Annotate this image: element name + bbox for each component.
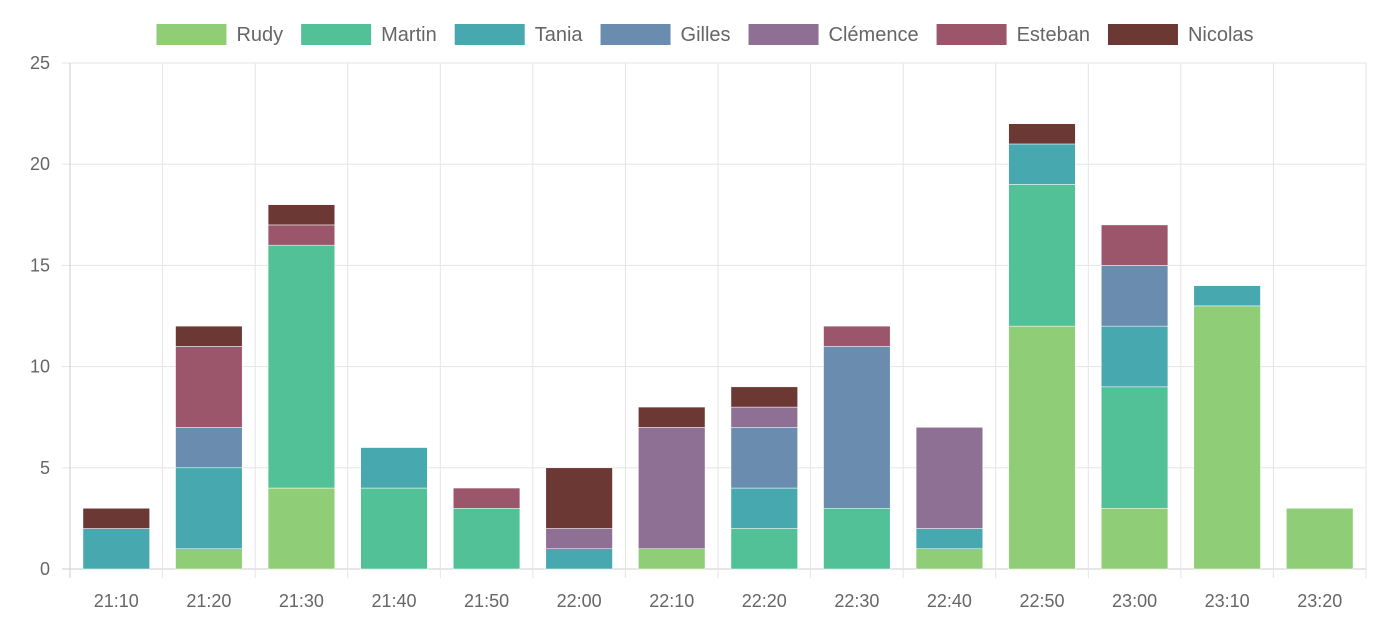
bar-segment-martin	[452, 508, 521, 570]
legend-label: Gilles	[681, 24, 731, 46]
legend-label: Esteban	[1017, 24, 1090, 46]
bar-segment-nicolas	[545, 467, 613, 529]
x-axis-ticks: 21:10 21:20 21:30 21:40 21:50 22:00 22:10 22:20…	[94, 591, 1342, 611]
bar-segment-clemence	[915, 427, 984, 529]
legend: Rudy Martin Tania Gilles Clémence Esteban Nico…	[156, 24, 1254, 46]
bar-segment-esteban	[175, 346, 243, 428]
bar-segment-rudy	[638, 548, 706, 570]
legend-label: Martin	[381, 24, 437, 46]
bar-segment-esteban	[1100, 224, 1169, 266]
x-tick-label: 21:40	[371, 591, 416, 611]
y-axis-ticks: 0 5 10 15 20 25	[30, 53, 50, 579]
legend-item[interactable]: Rudy	[156, 24, 283, 46]
bar-segment-tania	[175, 467, 243, 550]
bar-segment-rudy	[175, 548, 243, 570]
bar-segment-rudy	[915, 548, 984, 570]
y-tick-label: 25	[30, 53, 50, 73]
legend-swatch	[454, 24, 525, 45]
legend-item[interactable]: Gilles	[600, 24, 731, 46]
x-tick-label: 21:30	[279, 591, 324, 611]
bar-segment-martin	[1100, 386, 1169, 509]
x-tick-label: 22:20	[742, 591, 787, 611]
bar-segment-rudy	[1100, 508, 1169, 570]
x-tick-label: 22:10	[649, 591, 694, 611]
y-tick-label: 20	[30, 154, 50, 174]
y-tick-label: 0	[40, 559, 50, 579]
bar-segment-rudy	[1193, 305, 1261, 570]
bar-segment-martin	[823, 508, 891, 570]
bar-segment-tania	[730, 487, 798, 529]
bar-segment-nicolas	[267, 204, 336, 226]
x-tick-label: 22:40	[927, 591, 972, 611]
bar-segment-martin	[1008, 184, 1076, 327]
bar-segment-martin	[267, 244, 336, 489]
bar-segment-esteban	[452, 487, 521, 509]
bar-segment-gilles	[730, 427, 798, 489]
legend-label: Tania	[535, 24, 584, 46]
bar-segment-tania	[82, 528, 150, 570]
legend-swatch	[301, 24, 372, 45]
legend-swatch	[600, 24, 671, 45]
bar-segment-rudy	[1286, 508, 1354, 570]
legend-swatch	[748, 24, 819, 45]
legend-item[interactable]: Clémence	[748, 24, 919, 46]
bar-segment-gilles	[1100, 265, 1169, 327]
bar-segment-clemence	[638, 427, 706, 550]
bar-segment-esteban	[823, 325, 891, 347]
x-tick-label: 21:50	[464, 591, 509, 611]
bar-segment-nicolas	[175, 325, 243, 347]
legend-swatch	[1107, 24, 1178, 45]
bar-segment-esteban	[267, 224, 336, 246]
bar-segment-tania	[545, 548, 613, 570]
x-tick-label: 21:20	[186, 591, 231, 611]
legend-label: Clémence	[829, 24, 919, 46]
bar-segment-rudy	[267, 487, 336, 570]
x-tick-label: 22:50	[1019, 591, 1064, 611]
x-tick-label: 23:20	[1297, 591, 1342, 611]
bar-segment-nicolas	[1008, 123, 1076, 145]
y-tick-label: 15	[30, 255, 50, 275]
bar-segment-rudy	[1008, 325, 1076, 570]
bar-segment-nicolas	[82, 508, 150, 529]
x-tick-label: 23:00	[1112, 591, 1157, 611]
x-tick-label: 22:00	[557, 591, 602, 611]
x-tick-label: 23:10	[1205, 591, 1250, 611]
bars	[82, 123, 1354, 570]
y-tick-label: 10	[30, 357, 50, 377]
bar-segment-martin	[730, 528, 798, 570]
legend-swatch	[156, 24, 227, 45]
x-tick-label: 21:10	[94, 591, 139, 611]
bar-segment-tania	[1008, 143, 1076, 185]
bar-segment-nicolas	[730, 386, 798, 408]
bar-segment-tania	[360, 447, 428, 489]
legend-label: Rudy	[236, 24, 283, 46]
legend-label: Nicolas	[1188, 24, 1254, 46]
bar-segment-tania	[1193, 285, 1261, 307]
legend-item[interactable]: Nicolas	[1107, 24, 1254, 46]
bar-segment-gilles	[175, 427, 243, 469]
y-tick-label: 5	[40, 458, 50, 478]
bar-segment-gilles	[823, 346, 891, 509]
legend-item[interactable]: Tania	[454, 24, 584, 46]
bar-segment-clemence	[545, 528, 613, 550]
bar-segment-clemence	[730, 406, 798, 428]
legend-swatch	[936, 24, 1007, 45]
bar-segment-martin	[360, 487, 428, 570]
bar-segment-tania	[915, 528, 984, 550]
legend-item[interactable]: Esteban	[936, 24, 1090, 46]
bar-segment-nicolas	[638, 406, 706, 428]
x-tick-label: 22:30	[834, 591, 879, 611]
legend-item[interactable]: Martin	[301, 24, 437, 46]
bar-segment-tania	[1100, 325, 1169, 388]
grid	[62, 62, 1367, 578]
